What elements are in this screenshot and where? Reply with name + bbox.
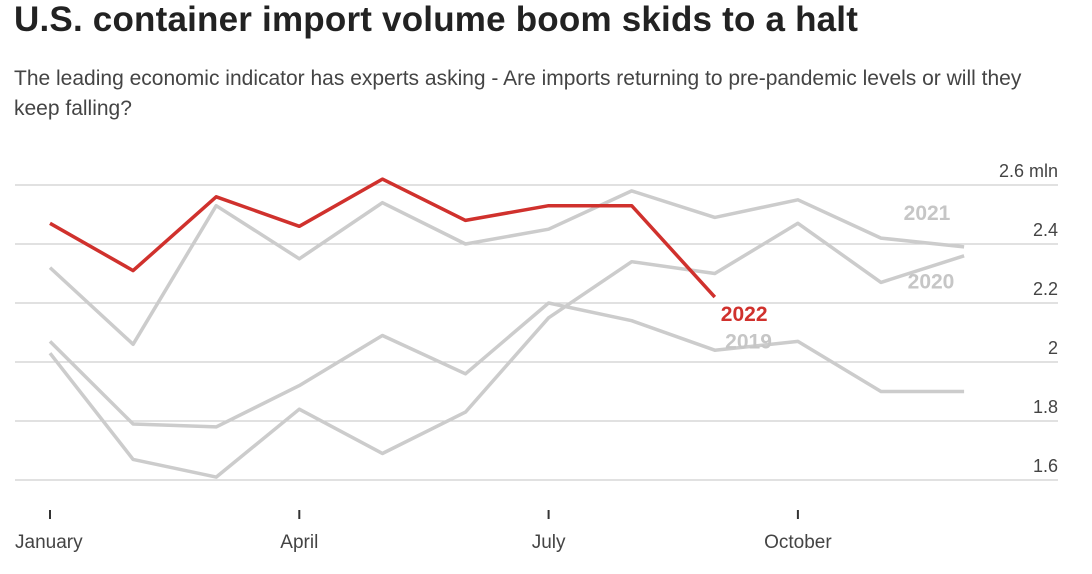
series-label: 2022 [721,303,768,326]
y-tick-label: 2.2 [1033,279,1058,299]
series-line [48,301,965,429]
y-tick-label: 1.6 [1033,456,1058,476]
series-label: 2019 [725,330,772,353]
x-tick-label: October [764,532,832,553]
chart-title: U.S. container import volume boom skids … [14,0,859,39]
y-tick-label: 2.4 [1033,220,1058,240]
x-tick-label: April [280,532,318,553]
series-line [48,189,965,347]
series-line [49,177,717,299]
x-tick-label: January [15,532,83,553]
y-tick-label: 2 [1048,338,1058,358]
series-label: 2020 [908,270,955,293]
series-label: 2021 [904,202,951,225]
y-tick-label: 2.6 mln [999,161,1058,181]
y-tick-label: 1.8 [1033,397,1058,417]
series-line [48,221,965,479]
x-tick-label: July [532,532,566,553]
chart-subtitle: The leading economic indicator has exper… [14,67,1022,120]
